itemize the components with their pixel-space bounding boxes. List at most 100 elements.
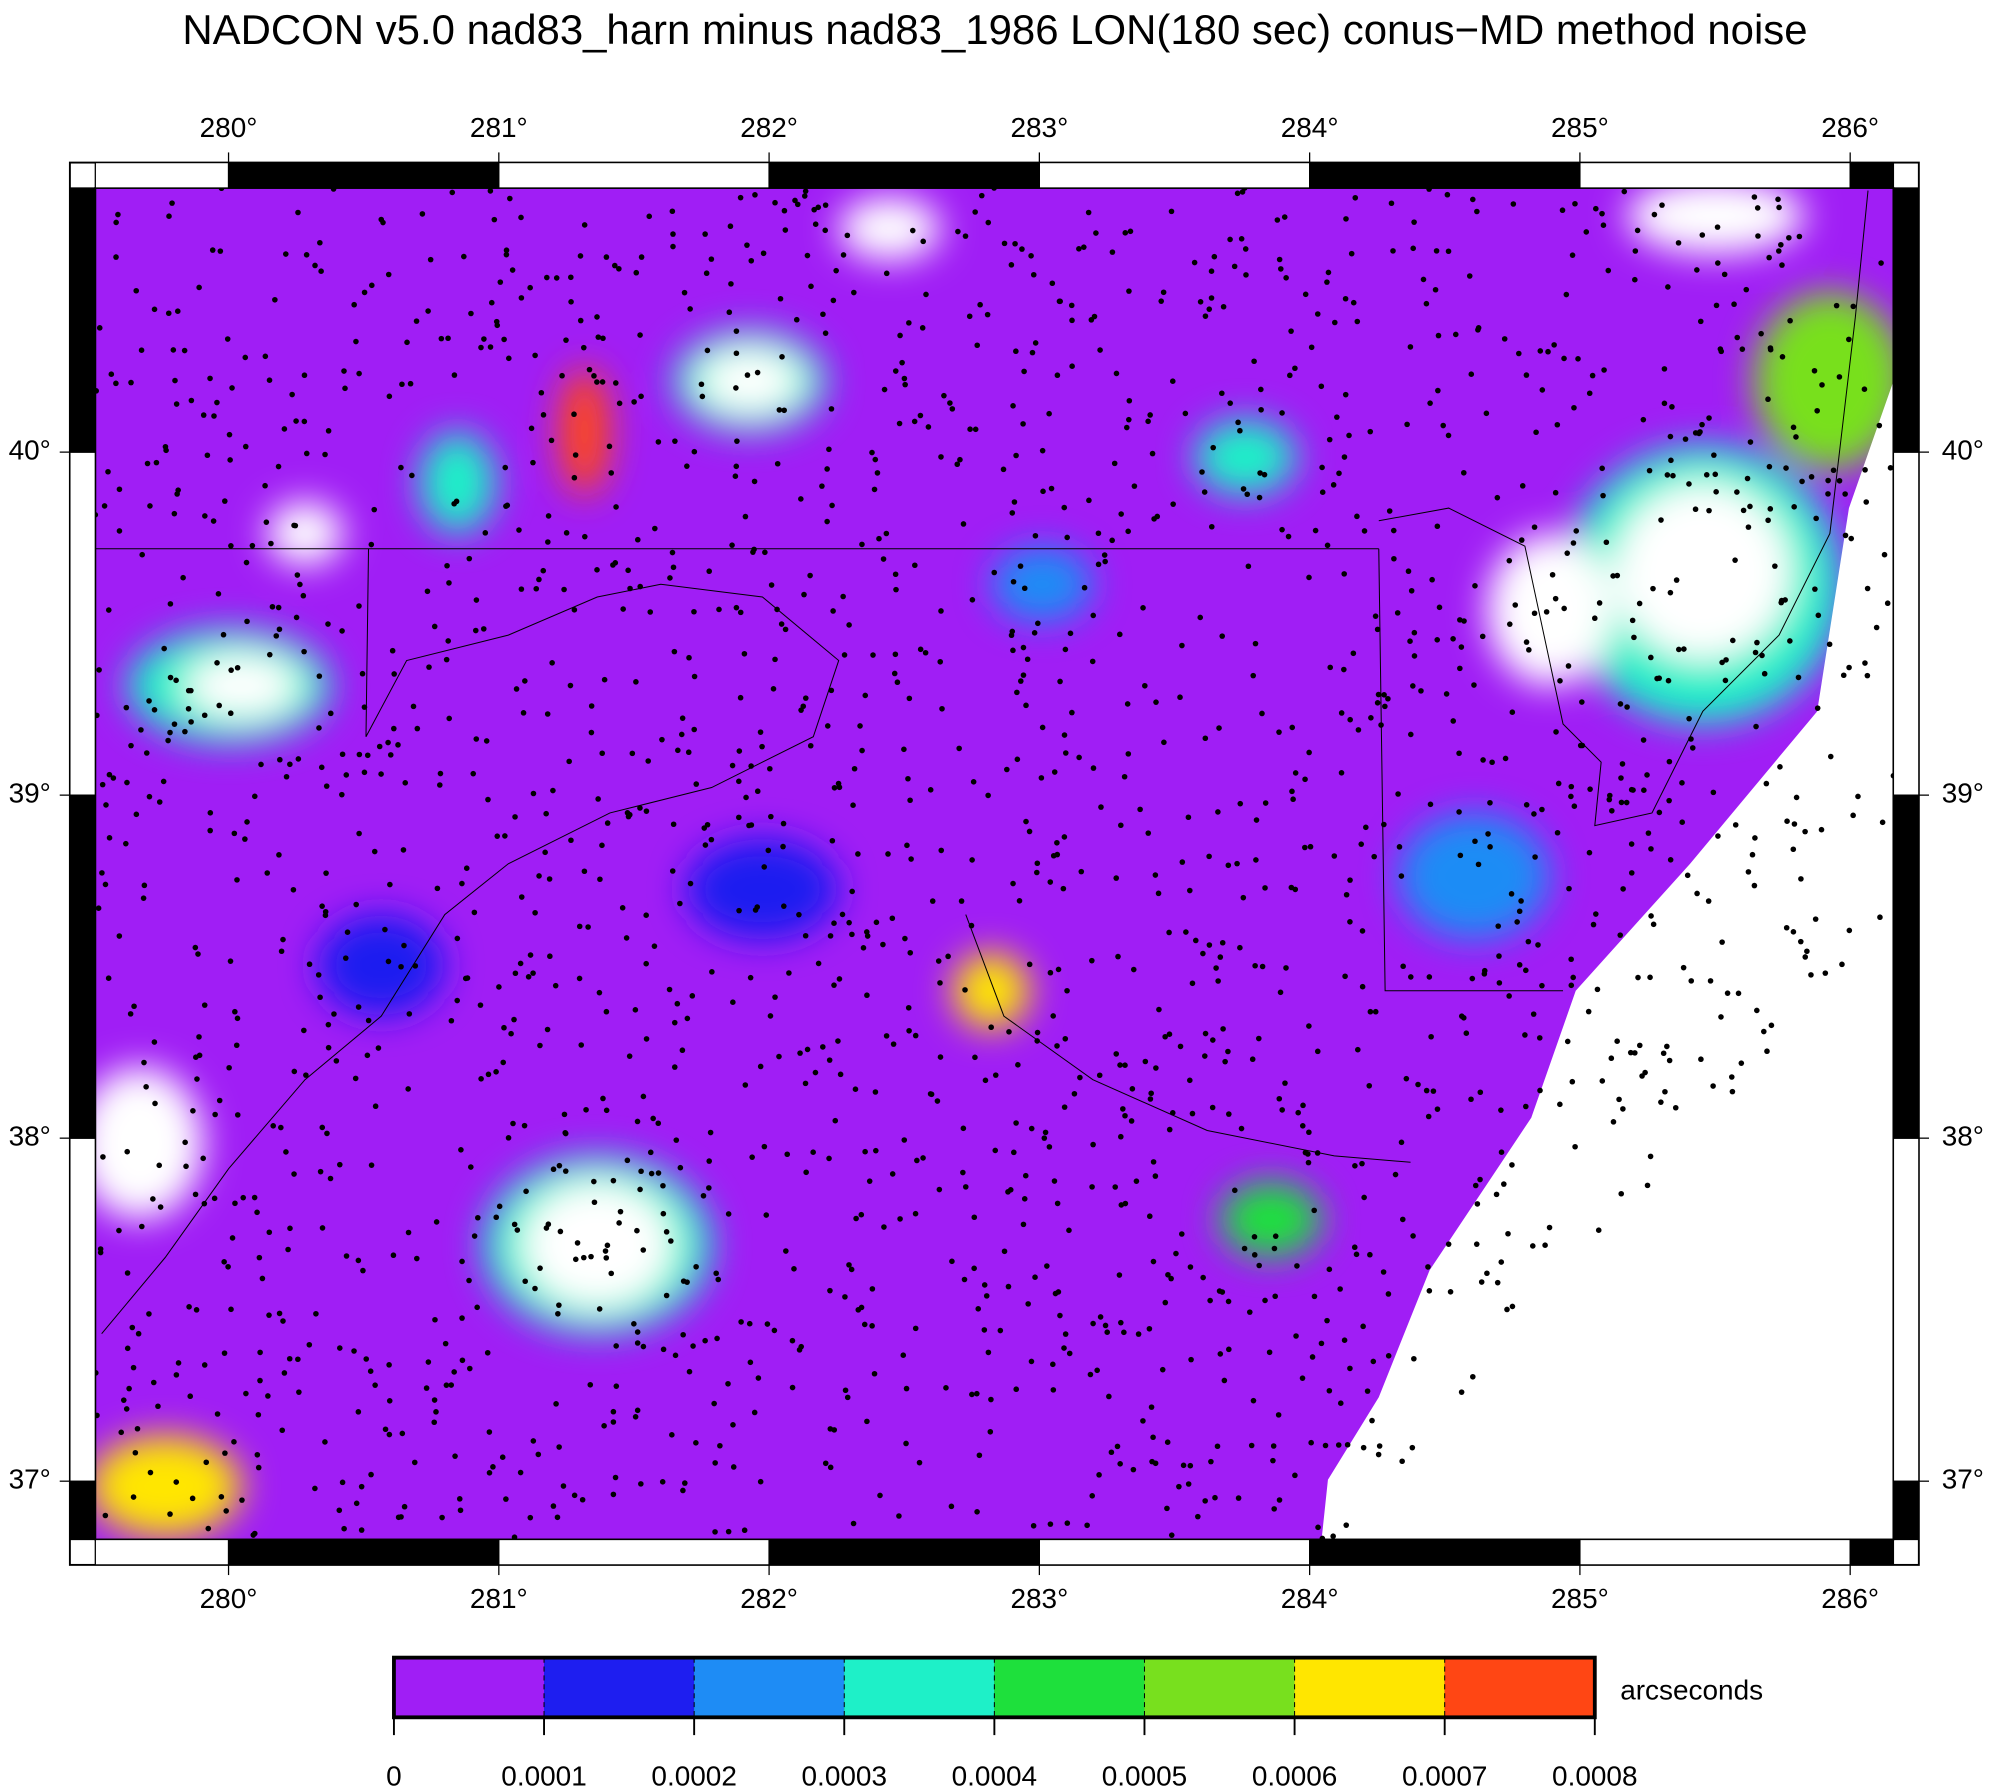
- station-dot: [333, 1058, 340, 1064]
- station-dot: [466, 555, 473, 562]
- station-dot: [449, 189, 456, 196]
- station-dot: [752, 192, 758, 198]
- station-dot: [1215, 978, 1221, 984]
- station-dot: [325, 621, 331, 627]
- station-dot: [131, 1003, 137, 1010]
- station-dot: [1518, 898, 1524, 904]
- station-dot: [1367, 1008, 1374, 1015]
- station-dot: [1050, 1013, 1056, 1019]
- station-dot: [1200, 950, 1206, 957]
- station-dot: [286, 1355, 293, 1362]
- lon-label: 285°: [1551, 1583, 1609, 1614]
- station-dot: [1108, 1449, 1115, 1456]
- station-dot: [631, 1321, 637, 1327]
- station-dot: [1791, 821, 1798, 827]
- station-dot: [432, 1316, 438, 1323]
- station-dot: [763, 1212, 770, 1218]
- station-dot: [1084, 1522, 1090, 1529]
- station-dot: [691, 448, 698, 455]
- station-dot: [563, 530, 570, 536]
- station-dot: [850, 1520, 857, 1527]
- station-dot: [1341, 666, 1347, 673]
- station-dot: [772, 199, 778, 206]
- station-dot: [842, 1294, 848, 1300]
- station-dot: [301, 1027, 307, 1034]
- station-dot: [1125, 751, 1132, 757]
- station-dot: [1352, 194, 1359, 201]
- noise-blobs: [95, 187, 1894, 1537]
- station-dot: [281, 426, 288, 432]
- station-dot: [1202, 735, 1209, 742]
- station-dot: [123, 704, 130, 711]
- station-dot: [1537, 1087, 1543, 1094]
- station-dot: [1153, 699, 1159, 705]
- station-dot: [827, 933, 834, 939]
- station-dot: [1751, 882, 1758, 889]
- station-dot: [748, 763, 754, 769]
- station-dot: [1793, 434, 1799, 440]
- station-dot: [603, 254, 610, 260]
- station-dot: [1457, 617, 1463, 623]
- station-dot: [1090, 1141, 1096, 1148]
- station-dot: [423, 1385, 430, 1391]
- station-dot: [99, 781, 106, 788]
- station-dot: [1670, 472, 1676, 479]
- station-dot: [196, 284, 202, 291]
- station-dot: [1440, 422, 1446, 429]
- station-dot: [1470, 196, 1476, 203]
- station-dot: [927, 787, 934, 793]
- station-dot: [562, 1168, 569, 1174]
- station-dot: [610, 1177, 617, 1184]
- station-dot: [439, 1514, 445, 1521]
- station-dot: [987, 1428, 994, 1435]
- station-dot: [957, 456, 963, 463]
- station-dot: [822, 330, 829, 336]
- station-dot: [693, 1263, 699, 1270]
- station-dot: [325, 1044, 332, 1051]
- station-dot: [1564, 550, 1571, 556]
- station-dot: [1450, 635, 1456, 642]
- station-dot: [1572, 1143, 1578, 1150]
- station-dot: [690, 1343, 696, 1349]
- station-dot: [704, 347, 711, 354]
- station-dot: [1299, 1122, 1306, 1129]
- station-dot: [920, 1155, 926, 1161]
- station-dot: [1667, 589, 1674, 596]
- station-dot: [243, 559, 250, 566]
- station-dot: [1257, 470, 1263, 476]
- station-dot: [1498, 1259, 1505, 1265]
- station-dot: [1256, 1035, 1262, 1042]
- station-dot: [1723, 657, 1729, 663]
- station-dot: [581, 222, 588, 228]
- station-dot: [1030, 1522, 1037, 1529]
- station-dot: [106, 835, 113, 841]
- station-dot: [530, 970, 536, 976]
- station-dot: [1285, 533, 1292, 540]
- station-dot: [822, 227, 829, 234]
- station-dot: [1457, 852, 1464, 859]
- station-dot: [1019, 246, 1025, 252]
- station-dot: [477, 1002, 484, 1008]
- station-dot: [1583, 229, 1590, 235]
- station-dot: [808, 283, 814, 290]
- station-dot: [226, 431, 233, 438]
- station-dot: [1719, 939, 1725, 945]
- station-dot: [139, 551, 145, 558]
- station-dot: [733, 385, 739, 391]
- station-dot: [545, 513, 552, 519]
- station-dot: [1514, 919, 1520, 925]
- station-dot: [927, 1091, 934, 1097]
- station-dot: [693, 781, 700, 787]
- station-dot: [1628, 841, 1635, 847]
- frame-band: [227, 161, 500, 189]
- station-dot: [883, 270, 890, 277]
- station-dot: [552, 982, 559, 989]
- station-dot: [1116, 1272, 1123, 1278]
- station-dot: [1519, 483, 1526, 489]
- station-dot: [638, 254, 645, 260]
- station-dot: [138, 347, 145, 353]
- station-dot: [1814, 705, 1821, 711]
- station-dot: [1804, 948, 1810, 955]
- station-dot: [1802, 828, 1808, 835]
- station-dot: [733, 328, 740, 334]
